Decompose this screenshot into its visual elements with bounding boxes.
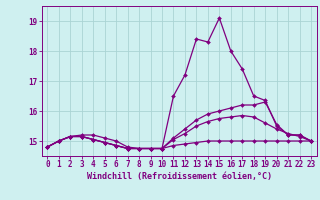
X-axis label: Windchill (Refroidissement éolien,°C): Windchill (Refroidissement éolien,°C) bbox=[87, 172, 272, 181]
